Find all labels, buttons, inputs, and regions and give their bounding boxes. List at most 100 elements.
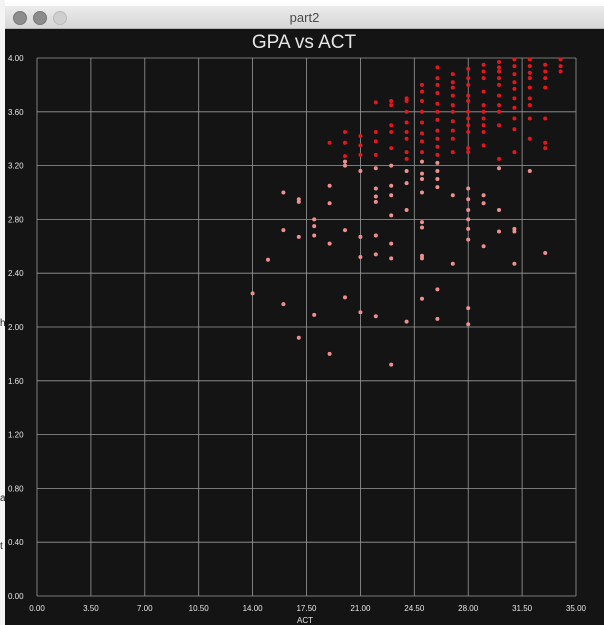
data-point	[466, 123, 471, 128]
y-axis-ticks: 0.00 0.40 0.80 1.20 1.60 2.00 2.40 2.80 3.20 3.60…	[8, 54, 24, 601]
data-point	[558, 64, 563, 69]
data-point	[389, 163, 394, 168]
data-point	[281, 190, 286, 195]
data-point	[420, 220, 424, 225]
data-point	[389, 362, 394, 367]
data-point	[543, 116, 548, 121]
data-point	[543, 251, 548, 256]
data-point	[497, 166, 501, 171]
data-point	[527, 57, 532, 62]
data-point	[497, 123, 501, 128]
data-point	[343, 154, 347, 159]
data-point	[481, 76, 486, 81]
zoom-window-button[interactable]	[53, 11, 67, 25]
data-point	[497, 76, 501, 81]
data-point	[404, 120, 409, 125]
data-point	[435, 90, 440, 95]
data-point	[327, 183, 332, 188]
data-point	[312, 312, 317, 317]
data-point	[481, 89, 486, 94]
data-point	[420, 177, 424, 182]
data-point	[450, 128, 455, 133]
data-point	[420, 82, 424, 87]
data-point	[512, 150, 517, 155]
data-point	[343, 159, 347, 164]
data-point	[358, 152, 363, 157]
data-point	[527, 116, 532, 121]
data-point	[389, 99, 394, 104]
data-point	[497, 207, 501, 212]
data-point	[435, 177, 440, 182]
data-point	[466, 322, 471, 327]
data-point	[389, 183, 394, 188]
data-point	[466, 66, 471, 71]
data-point	[466, 226, 471, 231]
data-point	[481, 62, 486, 67]
data-point	[512, 116, 517, 121]
data-point	[497, 229, 501, 234]
data-point	[527, 168, 532, 173]
data-point	[481, 103, 486, 108]
app-window: part2	[5, 6, 604, 625]
data-point	[435, 168, 440, 173]
data-point	[404, 129, 409, 134]
data-point	[466, 76, 471, 81]
data-point	[404, 150, 409, 155]
data-point	[420, 296, 424, 301]
data-point	[527, 85, 532, 90]
data-point	[497, 156, 501, 161]
data-point	[420, 150, 424, 155]
x-tick-label: 17.50	[296, 604, 317, 613]
data-point	[358, 234, 363, 239]
data-point	[373, 314, 378, 319]
close-window-button[interactable]	[13, 11, 27, 25]
data-point	[466, 146, 471, 151]
data-point	[435, 144, 440, 149]
data-point	[420, 159, 424, 164]
data-point	[358, 310, 363, 315]
x-tick-label: 28.00	[458, 604, 479, 613]
data-point	[450, 85, 455, 90]
data-point	[512, 57, 517, 62]
data-point	[373, 152, 378, 157]
data-point	[389, 103, 394, 108]
data-point	[497, 82, 501, 87]
data-point	[358, 134, 363, 139]
data-point	[450, 193, 455, 198]
data-point	[527, 96, 532, 101]
data-point	[497, 103, 501, 108]
data-point	[373, 129, 378, 134]
data-point	[497, 69, 501, 74]
data-point	[466, 237, 471, 242]
data-point	[420, 131, 424, 136]
data-point	[466, 93, 471, 98]
data-point	[435, 65, 440, 70]
minimize-window-button[interactable]	[33, 11, 47, 25]
data-point	[450, 119, 455, 124]
data-points	[250, 57, 563, 367]
data-point	[497, 93, 501, 98]
data-point	[389, 129, 394, 134]
x-tick-label: 31.50	[512, 604, 533, 613]
data-point	[389, 241, 394, 246]
data-point	[466, 197, 471, 202]
data-point	[420, 89, 424, 94]
edge-fragment: a	[0, 493, 6, 504]
data-point	[543, 140, 548, 145]
data-point	[481, 244, 486, 249]
data-point	[420, 256, 424, 261]
data-point	[481, 193, 486, 198]
data-point	[404, 136, 409, 141]
data-point	[373, 139, 378, 144]
title-bar[interactable]: part2	[5, 6, 604, 29]
data-point	[497, 109, 501, 114]
data-point	[435, 160, 440, 165]
data-point	[389, 146, 394, 151]
data-point	[450, 261, 455, 266]
data-point	[512, 80, 517, 85]
data-point	[512, 96, 517, 101]
data-point	[450, 93, 455, 98]
data-point	[358, 143, 363, 148]
data-point	[450, 72, 455, 77]
data-point	[435, 76, 440, 81]
